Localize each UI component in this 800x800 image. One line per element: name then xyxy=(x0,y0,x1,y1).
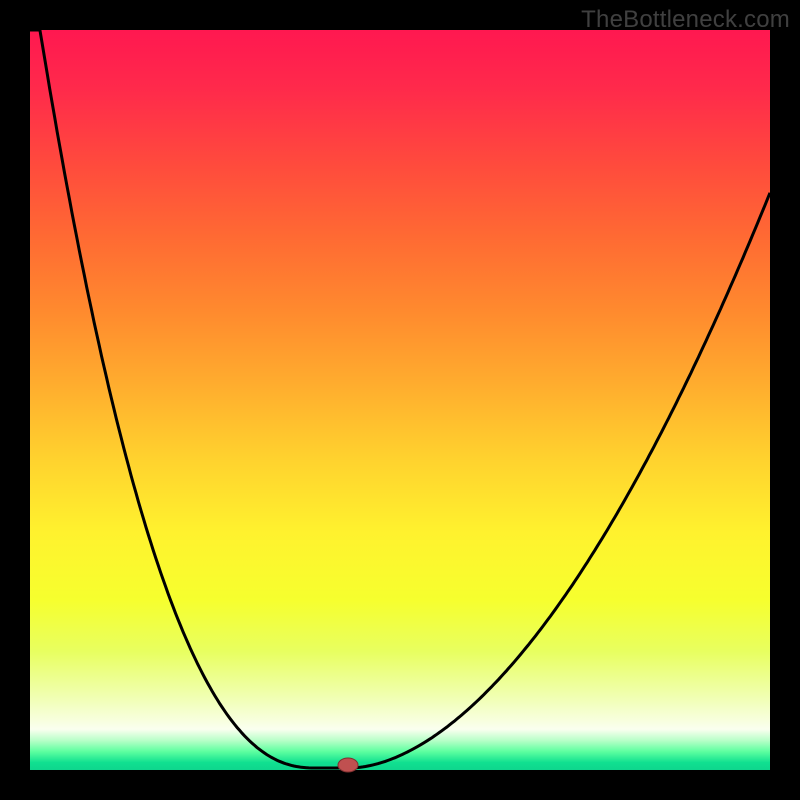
watermark-text: TheBottleneck.com xyxy=(581,6,790,34)
bottleneck-chart xyxy=(0,0,800,800)
chart-frame: TheBottleneck.com xyxy=(0,0,800,800)
current-config-marker xyxy=(338,758,358,772)
plot-area xyxy=(30,30,770,770)
